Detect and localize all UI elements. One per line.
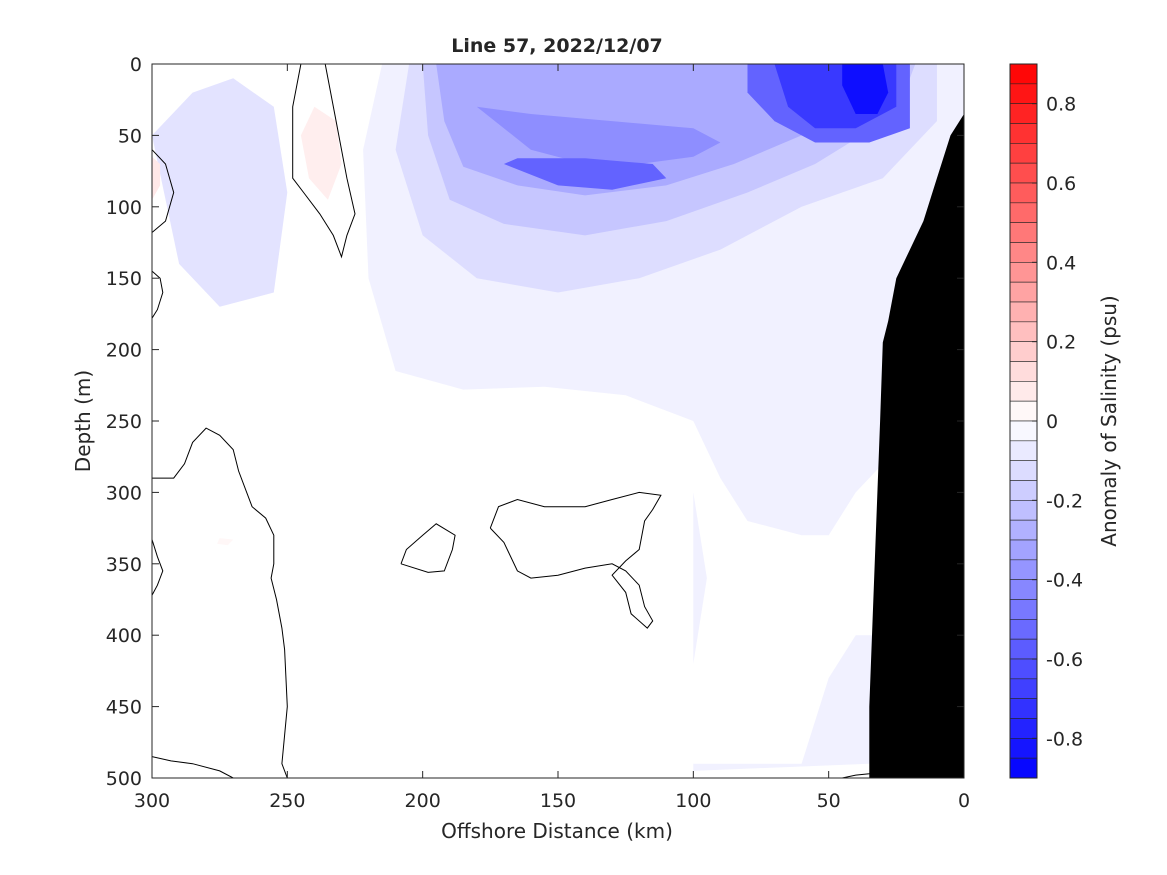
colorbar-segment <box>1009 222 1038 243</box>
colorbar-tick-label: 0 <box>1046 411 1058 433</box>
colorbar-segment <box>1009 500 1038 521</box>
colorbar-tick-label: -0.4 <box>1046 570 1083 592</box>
x-tick-label: 100 <box>675 790 711 812</box>
x-axis: 300 250 200 150 100 50 0 <box>134 64 970 812</box>
zero-contour-c7 <box>400 523 456 573</box>
colorbar-segment <box>1009 579 1038 600</box>
colorbar-segment <box>1009 638 1038 660</box>
colorbar-segment <box>1009 123 1038 144</box>
x-tick-label: 50 <box>817 790 841 812</box>
colorbar-segment <box>1009 619 1038 640</box>
plot-area <box>151 63 965 779</box>
colorbar-segment <box>1009 242 1038 263</box>
y-tick-label: 450 <box>106 697 142 719</box>
y-tick-label: 300 <box>106 482 142 504</box>
colorbar-segment <box>1009 718 1038 739</box>
colorbar-segment <box>1009 162 1038 184</box>
y-tick-label: 150 <box>106 268 142 290</box>
y-axis-label: Depth (m) <box>71 370 95 472</box>
salinity-region-r9 <box>842 64 889 114</box>
colorbar-segment <box>1009 262 1038 283</box>
colorbar-segment <box>1009 301 1038 323</box>
chart-title: Line 57, 2022/12/07 <box>451 35 663 57</box>
x-tick-label: 300 <box>134 790 170 812</box>
colorbar-segment <box>1009 83 1038 104</box>
colorbar-tick-label: 0.8 <box>1046 94 1076 116</box>
zero-contour-c3 <box>152 270 164 319</box>
colorbar-segment <box>1009 599 1038 620</box>
colorbar-segment <box>1009 539 1038 561</box>
colorbar-tick-label: 0.2 <box>1046 332 1076 354</box>
colorbar-tick-label: 0.4 <box>1046 252 1076 274</box>
y-tick-label: 350 <box>106 554 142 576</box>
colorbar-segment <box>1009 63 1038 85</box>
x-tick-label: 0 <box>958 790 970 812</box>
x-tick-label: 150 <box>540 790 576 812</box>
y-tick-label: 400 <box>106 625 142 647</box>
y-tick-label: 50 <box>118 125 142 147</box>
colorbar-segment <box>1009 519 1038 541</box>
colorbar-segment <box>1009 341 1038 362</box>
colorbar-segment <box>1009 757 1038 779</box>
colorbar-segment <box>1009 381 1038 402</box>
colorbar-segment <box>1009 698 1038 719</box>
zero-contour-c4 <box>152 427 288 778</box>
y-tick-label: 0 <box>130 54 142 76</box>
colorbar-segment <box>1009 559 1038 580</box>
y-tick-label: 100 <box>106 197 142 219</box>
zero-contours <box>152 64 889 778</box>
salinity-regions <box>152 64 964 771</box>
colorbar-tick-label: -0.2 <box>1046 490 1083 512</box>
colorbar-segment <box>1009 182 1038 204</box>
salinity-region-r14 <box>693 492 883 771</box>
colorbar-segment <box>1009 678 1038 699</box>
colorbar-segment <box>1009 400 1038 422</box>
colorbar: 0.8 0.6 0.4 0.2 0 -0.2 -0.4 -0.6 -0.8 <box>1009 63 1083 779</box>
y-tick-label: 200 <box>106 340 142 362</box>
colorbar-segment <box>1009 460 1038 481</box>
salinity-region-r6 <box>503 158 667 190</box>
zero-contour-c6 <box>152 756 234 778</box>
zero-contour-c8 <box>489 491 662 629</box>
colorbar-label: Anomaly of Salinity (psu) <box>1097 295 1121 546</box>
bathymetry-mask <box>869 114 964 778</box>
colorbar-tick-label: -0.8 <box>1046 728 1083 750</box>
colorbar-segment <box>1009 143 1038 164</box>
colorbar-segment <box>1009 738 1038 759</box>
y-tick-label: 500 <box>106 768 142 790</box>
colorbar-segment <box>1009 202 1038 223</box>
colorbar-tick-label: 0.6 <box>1046 173 1076 195</box>
zero-contour-c2 <box>152 149 175 233</box>
colorbar-segment <box>1009 361 1038 382</box>
x-axis-label: Offshore Distance (km) <box>441 819 673 843</box>
salinity-region-r12 <box>152 156 161 200</box>
zero-contour-c1 <box>292 64 356 259</box>
colorbar-segment <box>1009 658 1038 680</box>
colorbar-segment <box>1009 321 1038 342</box>
salinity-region-r13 <box>217 538 234 546</box>
zero-contour-c5 <box>152 539 164 596</box>
salinity-region-r11 <box>300 106 342 200</box>
colorbar-segment <box>1009 103 1038 124</box>
colorbar-tick-label: -0.6 <box>1046 649 1083 671</box>
colorbar-segment <box>1009 480 1038 501</box>
y-tick-label: 250 <box>106 411 142 433</box>
colorbar-segment <box>1009 420 1038 442</box>
salinity-region-r5 <box>476 106 721 164</box>
x-tick-label: 250 <box>269 790 305 812</box>
salinity-region-r10 <box>152 78 288 307</box>
x-tick-label: 200 <box>405 790 441 812</box>
colorbar-segment <box>1009 281 1038 303</box>
y-axis: 0 50 100 150 200 250 300 350 400 450 500 <box>106 54 964 790</box>
colorbar-segment <box>1009 440 1038 461</box>
